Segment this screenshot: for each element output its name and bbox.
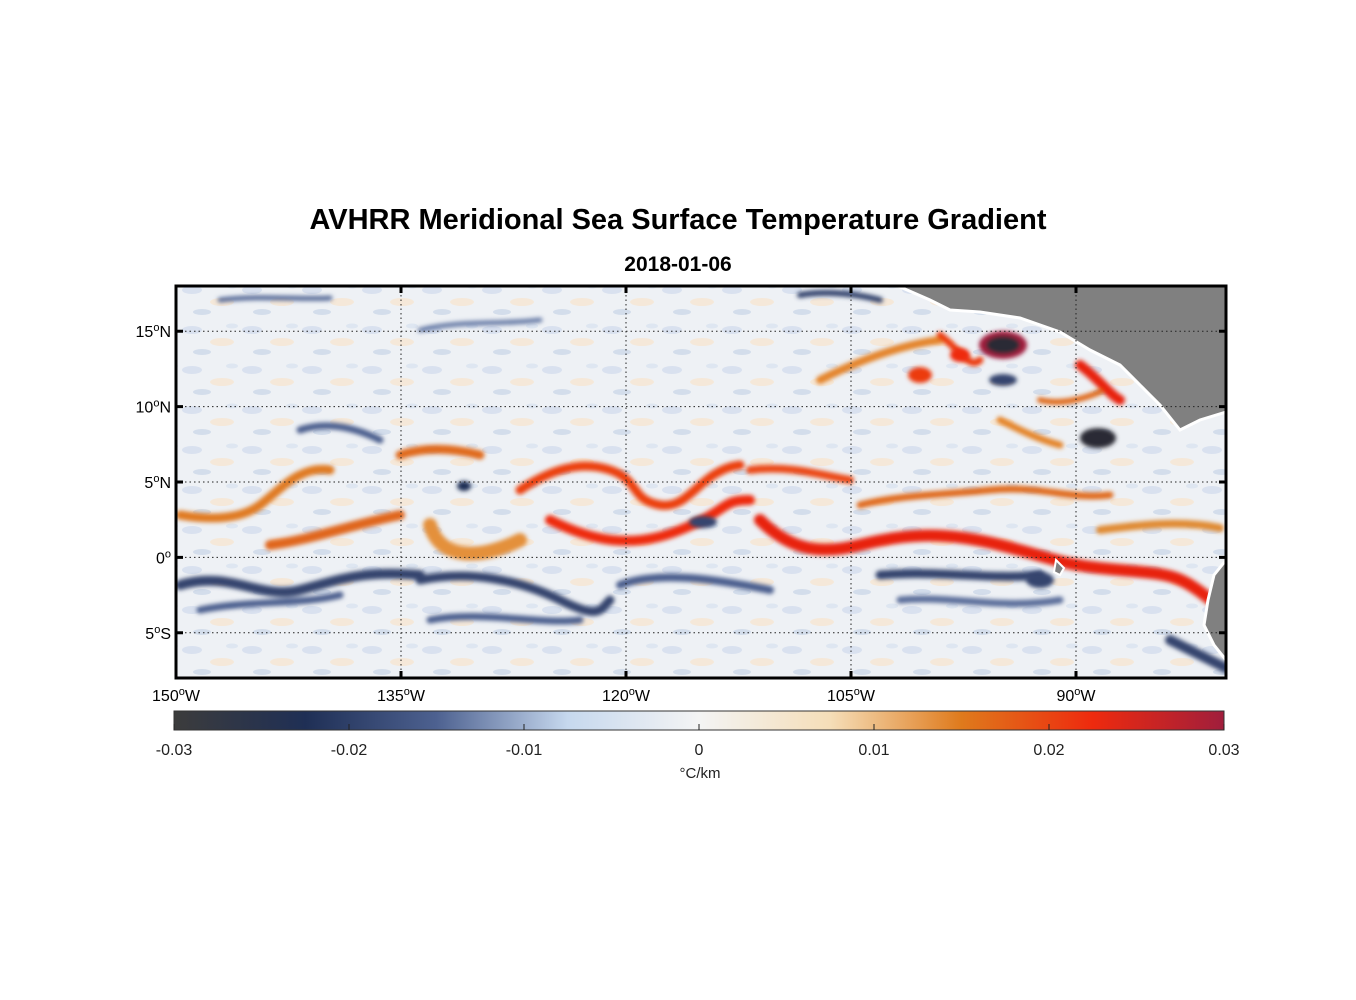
colorbar: -0.03 -0.02 -0.01 0 0.01 0.02 0.03: [156, 710, 1240, 759]
colorbar-tick-label: -0.03: [156, 742, 193, 759]
land-mask: [897, 286, 1226, 663]
lat-tick-label: 5oS: [145, 624, 171, 643]
map-subtitle: 2018-01-06: [624, 253, 732, 276]
lon-tick-label: 120oW: [602, 686, 651, 705]
lon-tick-label: 90oW: [1056, 686, 1096, 705]
colorbar-units: °C/km: [679, 765, 721, 782]
colorbar-tick-label: 0: [695, 742, 704, 759]
lat-tick-label: 0o: [156, 548, 171, 567]
lon-tick-label: 150oW: [152, 686, 201, 705]
colorbar-tick-label: 0.01: [858, 742, 889, 759]
colorbar-tick-label: 0.03: [1208, 742, 1239, 759]
lat-tick-label: 5oN: [144, 473, 171, 492]
colorbar-tick-label: -0.02: [331, 742, 368, 759]
lat-tick-label: 15oN: [136, 322, 171, 341]
longitude-labels: 150oW 135oW 120oW 105oW 90oW: [152, 286, 1096, 705]
colorbar-tick-label: -0.01: [506, 742, 543, 759]
lon-tick-label: 135oW: [377, 686, 426, 705]
map-title: AVHRR Meridional Sea Surface Temperature…: [309, 204, 1047, 236]
lat-tick-label: 10oN: [136, 398, 171, 417]
latitude-labels: 15oN 10oN 5oN 0o 5oS: [136, 322, 1226, 643]
lon-tick-label: 105oW: [827, 686, 876, 705]
gradient-field: [176, 286, 1226, 678]
colorbar-tick-label: 0.02: [1033, 742, 1064, 759]
